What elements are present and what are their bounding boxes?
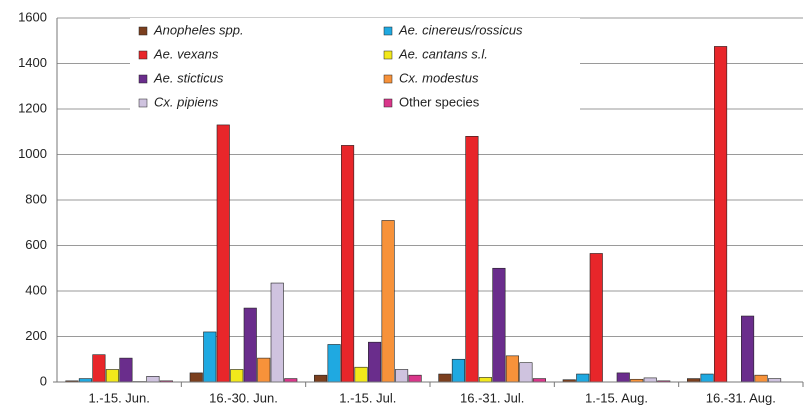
bar xyxy=(589,253,603,383)
bar xyxy=(270,282,284,383)
legend-swatch xyxy=(138,98,148,108)
bar xyxy=(768,378,782,383)
legend-swatch xyxy=(383,98,393,108)
y-tick-label: 800 xyxy=(25,191,47,206)
y-tick-label: 400 xyxy=(25,282,47,297)
x-tick-label: 16.-30. Jun. xyxy=(209,390,278,405)
bar xyxy=(465,136,479,383)
bar xyxy=(687,378,701,383)
bar xyxy=(492,267,506,383)
bar xyxy=(700,373,714,383)
bar xyxy=(395,369,409,383)
legend-box xyxy=(130,18,580,128)
bar xyxy=(505,355,519,383)
legend-label: Ae. cinereus/rossicus xyxy=(398,22,523,37)
bar xyxy=(714,46,728,383)
bar xyxy=(451,358,465,383)
bar xyxy=(243,307,257,383)
bar xyxy=(643,377,657,383)
bar xyxy=(92,354,106,383)
y-tick-label: 1200 xyxy=(18,100,47,115)
bar xyxy=(327,344,341,383)
legend-swatch xyxy=(383,26,393,36)
bar xyxy=(532,378,546,383)
x-tick-label: 1.-15. Jun. xyxy=(88,390,149,405)
bar xyxy=(438,373,452,383)
legend-label: Cx. modestus xyxy=(399,70,479,85)
x-tick-label: 1.-15. Jul. xyxy=(339,390,396,405)
legend-swatch xyxy=(383,50,393,60)
bar xyxy=(519,362,533,383)
bar xyxy=(368,341,382,383)
bar xyxy=(408,374,422,383)
legend-swatch xyxy=(383,74,393,84)
y-tick-label: 1600 xyxy=(18,9,47,24)
bar xyxy=(189,372,203,383)
legend-label: Ae. sticticus xyxy=(153,70,224,85)
bar xyxy=(478,377,492,383)
bar xyxy=(146,376,160,383)
bar xyxy=(119,357,133,383)
bar xyxy=(754,374,768,383)
legend-swatch xyxy=(138,50,148,60)
legend-label: Anopheles spp. xyxy=(153,22,244,37)
legend-label: Ae. vexans xyxy=(153,46,219,61)
y-tick-label: 200 xyxy=(25,328,47,343)
bar xyxy=(354,366,368,383)
bar xyxy=(216,124,230,383)
bar xyxy=(203,331,217,383)
y-tick-label: 0 xyxy=(40,373,47,388)
x-tick-label: 1.-15. Aug. xyxy=(585,390,648,405)
legend-swatch xyxy=(138,26,148,36)
bar xyxy=(257,357,271,383)
y-tick-label: 1000 xyxy=(18,146,47,161)
y-tick-label: 1400 xyxy=(18,55,47,70)
x-tick-label: 16.-31. Jul. xyxy=(460,390,524,405)
bar xyxy=(341,145,355,383)
bar xyxy=(616,372,630,383)
bar xyxy=(230,369,244,383)
legend-label: Cx. pipiens xyxy=(154,94,219,109)
x-tick-label: 16.-31. Aug. xyxy=(706,390,776,405)
bar xyxy=(314,374,328,383)
bar xyxy=(576,373,590,383)
bar xyxy=(78,378,92,383)
legend-label: Other species xyxy=(399,94,480,109)
legend-swatch xyxy=(138,74,148,84)
bar xyxy=(381,220,395,383)
bar xyxy=(741,315,755,383)
bar xyxy=(284,378,298,383)
y-tick-label: 600 xyxy=(25,237,47,252)
legend-label: Ae. cantans s.l. xyxy=(398,46,488,61)
bar xyxy=(105,369,119,383)
